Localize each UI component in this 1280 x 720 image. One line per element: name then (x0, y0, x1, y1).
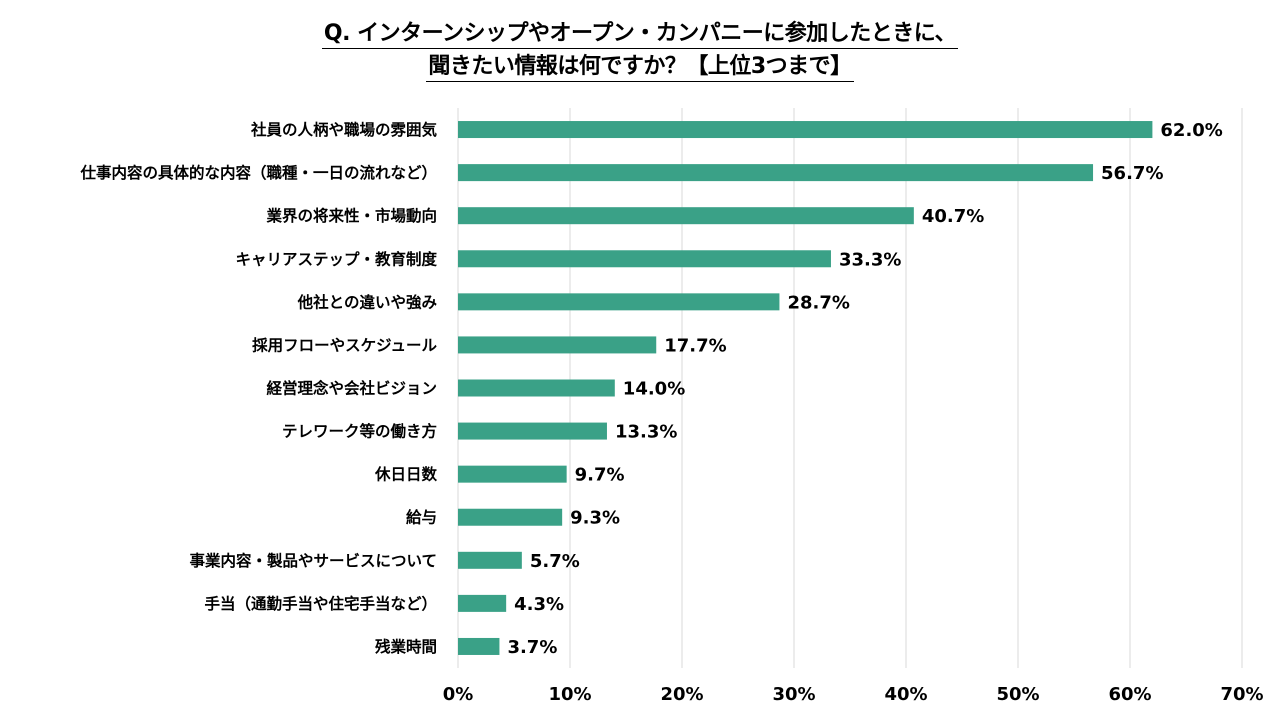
x-tick-label: 0% (443, 684, 474, 705)
gridlines (457, 108, 1243, 668)
bar (458, 551, 522, 569)
value-label: 5.7% (530, 551, 580, 572)
bar (458, 207, 914, 225)
value-label: 13.3% (615, 422, 677, 443)
category-label: キャリアステップ・教育制度 (235, 249, 437, 268)
category-label: 手当（通勤手当や住宅手当など） (204, 594, 437, 613)
value-label: 33.3% (839, 249, 901, 270)
bar (458, 250, 831, 268)
x-axis-tick-labels: 0% 10% 20% 30% 40% 50% 60% 70% (443, 684, 1264, 705)
chart-title-line-2: 聞きたい情報は何ですか？【上位3つまで】 (0, 53, 1280, 82)
category-label: 事業内容・製品やサービスについて (189, 551, 437, 570)
chart-title-line-1: Q. インターンシップやオープン・カンパニーに参加したときに、 (0, 20, 1280, 49)
x-tick-label: 10% (548, 684, 591, 705)
value-labels: 62.0% 56.7% 40.7% 33.3% 28.7% 17.7% 14.0% 13.3%… (507, 120, 1222, 658)
value-label: 62.0% (1160, 120, 1222, 141)
category-label: テレワーク等の働き方 (282, 422, 437, 441)
x-tick-label: 40% (884, 684, 927, 705)
value-label: 17.7% (664, 335, 726, 356)
category-label: 経営理念や会社ビジョン (266, 379, 437, 398)
bar (458, 293, 780, 311)
bar (458, 379, 615, 397)
bar (458, 637, 500, 655)
bar (458, 121, 1153, 139)
x-tick-label: 60% (1108, 684, 1151, 705)
bars (458, 121, 1153, 655)
chart-title-text-1: Q. インターンシップやオープン・カンパニーに参加したときに、 (321, 20, 959, 49)
category-label: 業界の将来性・市場動向 (265, 206, 437, 225)
value-label: 3.7% (507, 637, 557, 658)
category-label: 残業時間 (375, 637, 437, 656)
bar (458, 422, 607, 440)
category-label: 休日日数 (374, 465, 438, 484)
value-label: 56.7% (1101, 163, 1163, 184)
category-label: 採用フローやスケジュール (252, 335, 437, 354)
bar (458, 465, 567, 483)
bar (458, 508, 563, 526)
bar (458, 164, 1094, 182)
category-label: 他社との違いや強み (297, 292, 438, 311)
value-label: 40.7% (922, 206, 984, 227)
value-label: 9.3% (570, 508, 620, 529)
category-label: 仕事内容の具体的な内容（職種・一日の流れなど） (79, 163, 437, 182)
bar (458, 594, 507, 612)
chart-title-text-2: 聞きたい情報は何ですか？【上位3つまで】 (426, 53, 854, 82)
value-label: 4.3% (514, 594, 564, 615)
bar (458, 336, 657, 354)
x-tick-label: 50% (996, 684, 1039, 705)
category-label: 給与 (406, 508, 437, 527)
value-label: 14.0% (623, 379, 685, 400)
category-label: 社員の人柄や職場の雰囲気 (250, 120, 438, 139)
value-label: 9.7% (575, 465, 625, 486)
value-label: 28.7% (787, 292, 849, 313)
x-tick-label: 30% (772, 684, 815, 705)
x-tick-label: 70% (1220, 684, 1263, 705)
x-tick-label: 20% (660, 684, 703, 705)
